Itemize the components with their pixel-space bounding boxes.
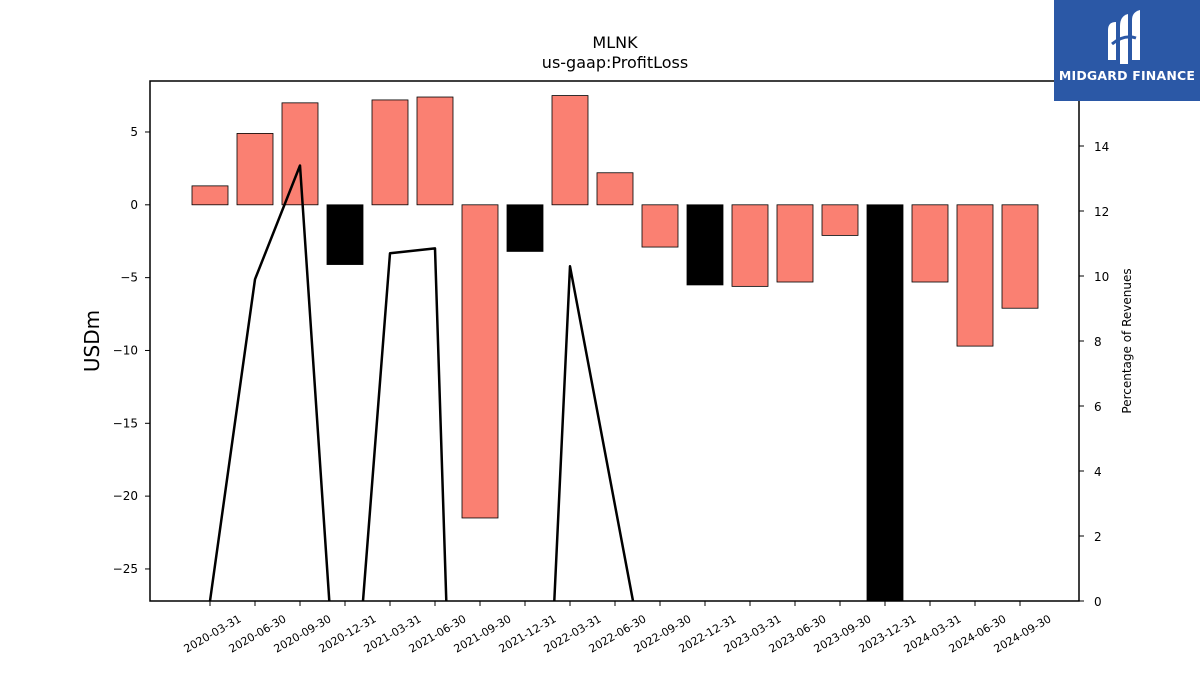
y2-tick-label: 4 <box>1094 465 1102 479</box>
bar-2024-03-31 <box>911 204 949 283</box>
y-tick-label: 0 <box>130 198 138 212</box>
y2-axis-title: Percentage of Revenues <box>1120 268 1134 413</box>
bar-2022-09-30 <box>641 204 679 248</box>
midgard-logo-icon <box>1108 10 1140 64</box>
y2-tick-label: 8 <box>1094 335 1102 349</box>
bar-2022-06-30 <box>596 172 634 206</box>
y2-axis-ticks: 0 2 4 6 8 10 12 14 <box>1079 140 1109 609</box>
line-segment-3 <box>553 265 635 602</box>
y-tick-label: −5 <box>120 271 138 285</box>
bar-2021-06-30 <box>416 96 454 206</box>
y2-tick-label: 0 <box>1094 595 1102 609</box>
bar-2021-12-31 <box>506 204 544 252</box>
y-tick-label: −15 <box>113 416 138 430</box>
y-axis-title: USDm <box>80 310 104 372</box>
y2-tick-label: 6 <box>1094 400 1102 414</box>
y2-tick-label: 10 <box>1094 270 1109 284</box>
bar-2023-12-31 <box>866 204 904 602</box>
chart-title: MLNK <box>592 33 638 52</box>
y2-tick-label: 2 <box>1094 530 1102 544</box>
bar-2022-12-31 <box>686 204 724 286</box>
bar-2024-09-30 <box>1001 204 1039 309</box>
midgard-finance-logo: MIDGARD FINANCE <box>1054 0 1200 101</box>
y2-tick-label: 12 <box>1094 205 1109 219</box>
line-segment-1 <box>208 164 331 602</box>
bar-2023-03-31 <box>731 204 769 287</box>
y-tick-label: −25 <box>113 562 138 576</box>
bar-2024-06-30 <box>956 204 994 347</box>
y-tick-label: −10 <box>113 343 138 357</box>
revenue-percentage-line <box>208 164 635 602</box>
bar-2021-03-31 <box>371 99 409 206</box>
bar-2022-03-31 <box>551 95 589 206</box>
bar-2023-06-30 <box>776 204 814 283</box>
y-axis-ticks: 5 0 −5 −10 −15 −20 −25 <box>113 125 150 576</box>
bar-2023-09-30 <box>821 204 859 236</box>
y-tick-label: 5 <box>130 125 138 139</box>
logo-text: MIDGARD FINANCE <box>1058 68 1196 83</box>
bar-2020-06-30 <box>236 133 274 206</box>
x-axis-ticks: 2020-03-312020-06-302020-09-302020-12-31… <box>182 601 1054 656</box>
bar-2020-03-31 <box>191 185 229 206</box>
bar-2020-09-30 <box>281 102 319 206</box>
line-segment-2 <box>361 247 448 602</box>
y2-tick-label: 14 <box>1094 140 1109 154</box>
chart-subtitle: us-gaap:ProfitLoss <box>542 53 688 72</box>
y-tick-label: −20 <box>113 489 138 503</box>
bar-2020-12-31 <box>326 204 364 265</box>
bars-group <box>191 95 1039 602</box>
bar-2021-09-30 <box>461 204 499 519</box>
